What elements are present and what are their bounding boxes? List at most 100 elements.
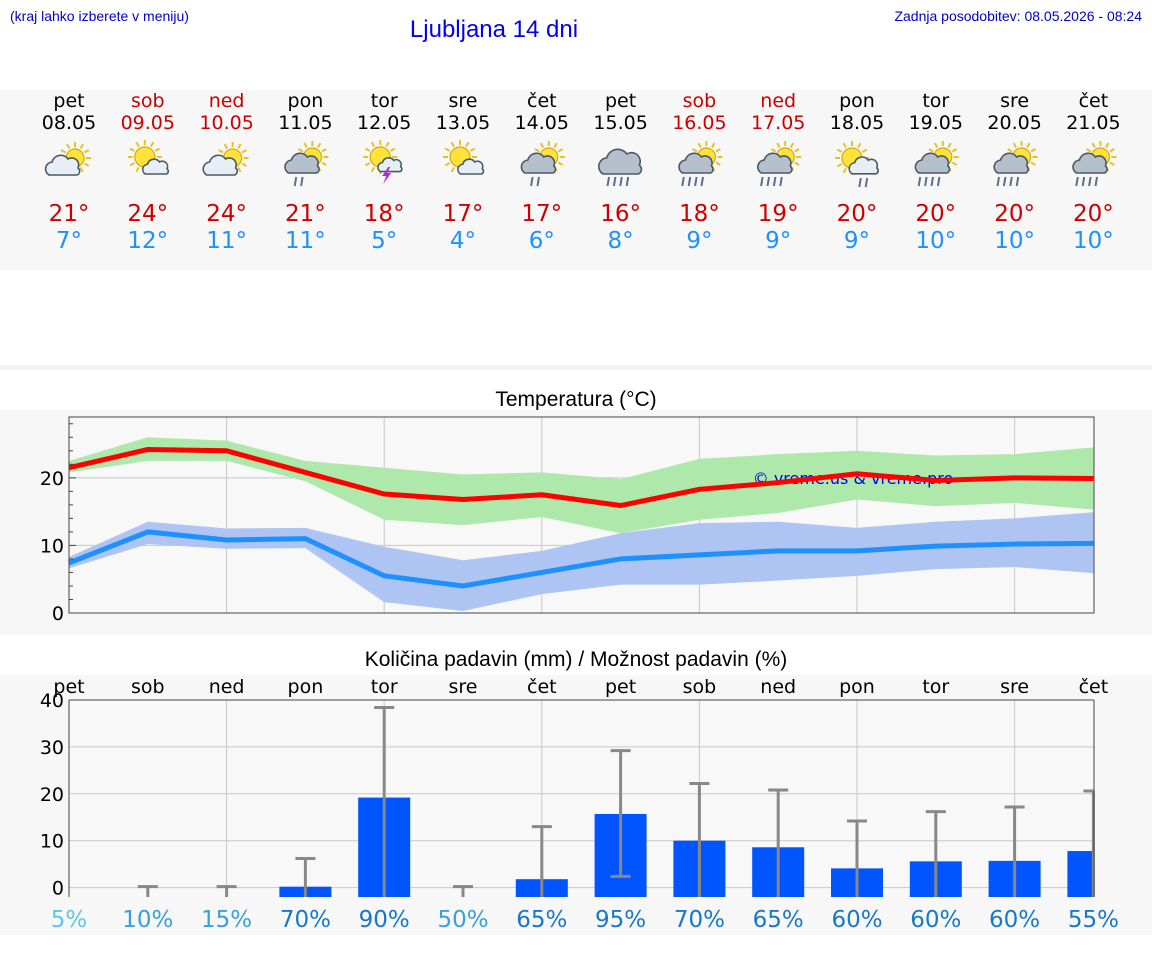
sun-ray <box>385 141 390 148</box>
sun-ray <box>223 143 228 149</box>
forecast-tmin: 12° <box>127 228 168 254</box>
sun-ray <box>469 147 476 152</box>
sun-ray <box>1012 142 1017 148</box>
sun-ray <box>697 142 702 148</box>
forecast-tmin: 11° <box>285 228 326 254</box>
cloud-shape <box>520 152 557 174</box>
forecast-tmin: 10° <box>994 228 1035 254</box>
rain-drop <box>917 176 922 187</box>
rain-drop <box>293 176 298 187</box>
tmax-range-band <box>69 437 1094 534</box>
forecast-date: 08.05 <box>42 112 96 134</box>
precipitation-day-label: ned <box>209 676 245 698</box>
sun-showers-icon <box>993 141 1038 187</box>
precipitation-chance: 65% <box>516 907 567 933</box>
cloud-shape <box>756 152 793 174</box>
sun-ray <box>557 161 564 166</box>
forecast-tmin: 7° <box>56 228 82 254</box>
forecast-tmin: 6° <box>529 228 555 254</box>
forecast-tmax: 24° <box>206 201 247 227</box>
rain-drop <box>1075 176 1079 187</box>
forecast-date: 18.05 <box>830 112 884 134</box>
rain-drop <box>681 176 685 187</box>
precipitation-chance: 15% <box>201 907 252 933</box>
sun-ray <box>857 142 862 149</box>
sun-ray <box>539 142 545 148</box>
sun-ray <box>534 148 540 153</box>
precipitation-chance: 55% <box>1068 907 1119 933</box>
forecast-day: čet <box>527 90 557 112</box>
sun-ray <box>836 163 843 168</box>
cloud-shape <box>1072 152 1108 174</box>
temperature-y-tick-label: 20 <box>40 468 64 490</box>
precipitation-y-tick-label: 20 <box>40 784 64 806</box>
forecast-tmax: 18° <box>679 201 720 227</box>
precipitation-chance: 50% <box>437 907 488 933</box>
sun-ray <box>390 147 396 152</box>
sun-ray <box>553 142 558 148</box>
sun-ray <box>1091 142 1096 148</box>
sun-ray <box>84 162 90 167</box>
sun-ray <box>842 142 847 149</box>
precipitation-bar <box>1067 851 1094 897</box>
sun-ray <box>66 143 71 149</box>
sun-ray <box>1030 161 1036 166</box>
rain-drop <box>1088 176 1092 187</box>
sun-showers-icon <box>914 141 959 187</box>
tmin-range-band <box>69 512 1094 611</box>
precipitation-day-label: tor <box>922 676 949 698</box>
precipitation-chance: 10% <box>122 907 173 933</box>
forecast-date: 15.05 <box>593 112 647 134</box>
sun-ray <box>711 142 716 148</box>
divider <box>0 365 1152 370</box>
sun-ray <box>241 149 247 154</box>
sun-ray <box>951 148 958 153</box>
sun-ray <box>836 148 843 153</box>
last-updated: Zadnja posodobitev: 08.05.2026 - 08:24 <box>894 8 1142 24</box>
sunny-cloud-icon <box>127 140 170 175</box>
sun-ray <box>861 148 868 153</box>
precipitation-day-label: sre <box>1000 676 1029 698</box>
sun-ray <box>149 141 155 148</box>
forecast-tmin: 9° <box>686 228 712 254</box>
forecast-date: 11.05 <box>278 112 332 134</box>
forecast-day: sob <box>131 90 165 112</box>
sun-ray <box>465 141 470 148</box>
sun-showers-icon <box>678 141 723 187</box>
rain-drop <box>687 176 692 187</box>
sun-ray <box>715 148 721 153</box>
precipitation-chance: 60% <box>910 907 961 933</box>
sun-ray <box>364 162 371 167</box>
precipitation-chance: 95% <box>595 907 646 933</box>
forecast-day: tor <box>371 90 398 112</box>
sun-ray <box>237 167 242 173</box>
cloud-shape <box>457 158 485 175</box>
rain-drop <box>930 176 934 187</box>
forecast-date: 10.05 <box>199 112 253 134</box>
sun-ray <box>218 149 224 154</box>
sun-ray <box>370 141 376 148</box>
page-title: Ljubljana 14 dni <box>409 16 579 43</box>
sun-ray <box>321 161 327 166</box>
sunny-cloud-icon <box>443 140 485 175</box>
sun-ray <box>444 162 451 167</box>
forecast-panel <box>0 90 1152 270</box>
sun-ray <box>129 162 135 167</box>
precipitation-day-label: pet <box>605 676 636 698</box>
sun-ray <box>1007 148 1013 153</box>
sun-ray <box>1026 142 1031 148</box>
sun-ray <box>298 148 304 153</box>
rain-drop <box>996 176 1000 187</box>
precipitation-day-label: sre <box>449 676 478 698</box>
temperature-y-tick-label: 0 <box>52 603 64 625</box>
precipitation-y-tick-label: 0 <box>52 878 64 900</box>
rain-drop <box>936 176 941 187</box>
forecast-tmin: 4° <box>450 228 476 254</box>
sun-ray <box>1109 148 1115 153</box>
sun-ray <box>370 166 376 173</box>
partly-cloudy-icon <box>202 142 249 176</box>
forecast-date: 20.05 <box>987 112 1041 134</box>
forecast-tmin: 10° <box>1073 228 1114 254</box>
rain-drop <box>625 176 630 187</box>
